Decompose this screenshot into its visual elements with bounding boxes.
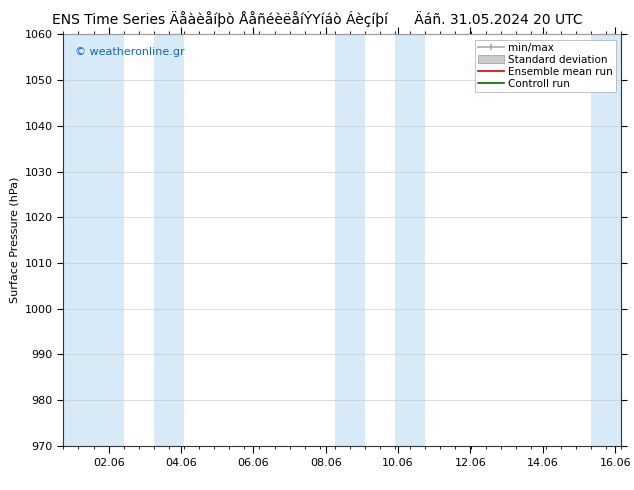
Legend: min/max, Standard deviation, Ensemble mean run, Controll run: min/max, Standard deviation, Ensemble me… [475,40,616,92]
Text: © weatheronline.gr: © weatheronline.gr [75,47,184,57]
Bar [154,34,184,446]
Bar [591,34,621,446]
Text: ENS Time Series Äåàèåíþò ÅåñéèëåíÝYíáò Áèçíþí      Äáñ. 31.05.2024 20 UTC: ENS Time Series Äåàèåíþò ÅåñéèëåíÝYíáò Á… [52,11,582,27]
Y-axis label: Surface Pressure (hPa): Surface Pressure (hPa) [10,177,19,303]
Bar [395,34,425,446]
Bar [63,34,124,446]
Bar [335,34,365,446]
